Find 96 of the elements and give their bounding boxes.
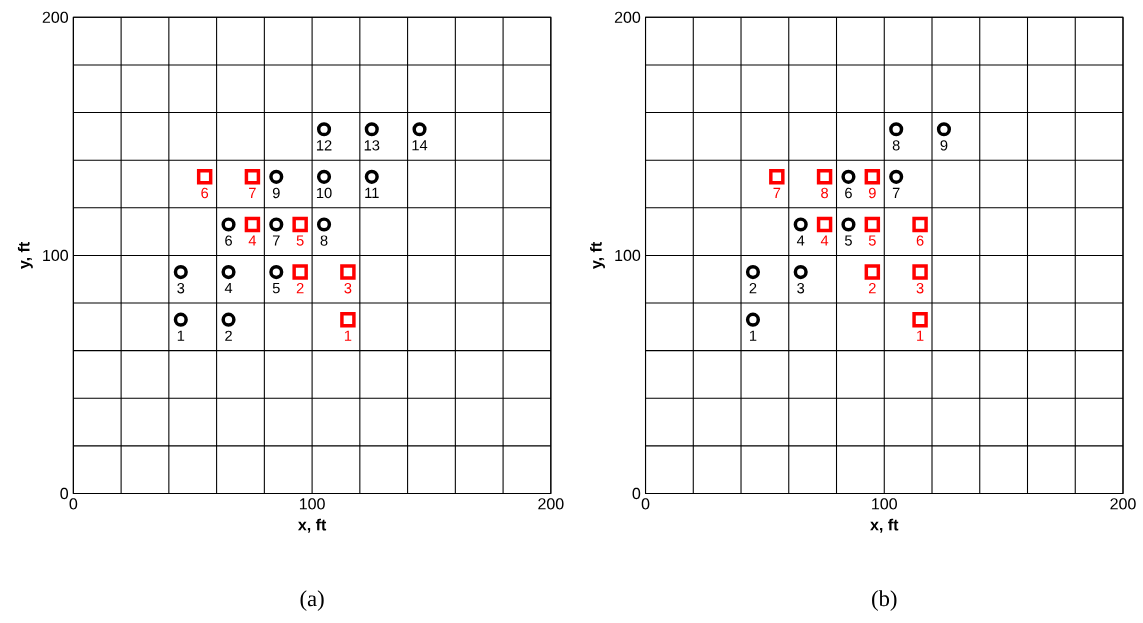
point [816, 216, 833, 233]
point [316, 122, 332, 137]
annotation: 7 [272, 235, 280, 246]
point [864, 264, 881, 280]
point [316, 169, 332, 184]
point [793, 265, 808, 280]
text: (b) [872, 590, 897, 611]
point [221, 265, 236, 280]
point [364, 122, 379, 137]
annotation: 2 [296, 283, 304, 294]
point [864, 169, 881, 185]
point [269, 169, 284, 184]
y-tick-label: 100 [43, 249, 69, 262]
x-axis-title: x, ft [870, 518, 899, 533]
point [936, 122, 952, 137]
point [912, 312, 928, 328]
annotation: 3 [916, 283, 924, 294]
point [196, 169, 213, 185]
annotation: 5 [868, 235, 876, 246]
annotation: 9 [272, 187, 280, 199]
annotation: 10 [316, 187, 332, 199]
annotation: 7 [249, 187, 256, 198]
y-tick-label: 200 [614, 11, 641, 24]
annotation: 11 [365, 187, 379, 198]
annotation: 8 [320, 235, 328, 246]
annotation: 7 [892, 187, 900, 198]
annotation: 1 [917, 330, 924, 341]
y-tick-label: 100 [615, 249, 641, 262]
y-axis-title: y, ft [17, 242, 33, 269]
point [173, 265, 188, 280]
x-tick-label: 100 [299, 498, 325, 510]
y-tick-label: 0 [60, 487, 69, 500]
x-tick-label: 200 [1110, 498, 1136, 510]
point [316, 217, 332, 232]
annotation: 4 [820, 235, 829, 246]
annotation: 1 [344, 330, 352, 341]
annotation: 3 [797, 283, 805, 294]
y-tick-label: 0 [632, 487, 641, 500]
y-tick-label: 200 [42, 11, 69, 24]
annotation: 2 [868, 283, 876, 294]
point [889, 122, 904, 137]
annotation: 9 [940, 140, 948, 151]
annotation: 1 [749, 330, 757, 341]
point [841, 217, 856, 232]
point [769, 169, 785, 185]
annotation: 5 [296, 235, 304, 246]
annotation: 6 [916, 235, 924, 246]
x-tick-label: 100 [872, 498, 897, 510]
annotation: 1 [177, 330, 185, 341]
point [340, 312, 356, 328]
text: (a) [300, 590, 324, 611]
annotation: 6 [201, 187, 209, 199]
point [912, 264, 928, 280]
point [364, 169, 379, 184]
annotation: 3 [344, 283, 352, 294]
annotation: 8 [821, 187, 829, 199]
point [412, 122, 427, 137]
annotation: 12 [316, 140, 332, 151]
point [221, 312, 236, 327]
annotation: 4 [796, 235, 805, 246]
point [841, 169, 856, 184]
annotation: 6 [225, 235, 232, 246]
point [816, 169, 833, 185]
annotation: 14 [412, 140, 428, 151]
annotation: 8 [892, 140, 900, 151]
point [793, 217, 808, 232]
point [269, 265, 284, 280]
annotation: 4 [224, 283, 233, 294]
point [173, 312, 188, 327]
point [745, 265, 761, 280]
point [864, 216, 881, 233]
x-tick-label: 0 [641, 498, 650, 510]
annotation: 5 [272, 283, 280, 294]
annotation: 2 [749, 283, 757, 294]
annotation: 7 [773, 187, 781, 198]
annotation: 4 [248, 235, 257, 246]
point [745, 312, 761, 327]
annotation: 3 [177, 283, 185, 294]
x-tick-label: 0 [69, 498, 78, 510]
point [889, 169, 904, 184]
x-tick-label: 200 [538, 498, 564, 510]
annotation: 5 [844, 235, 852, 246]
point [292, 216, 308, 233]
annotation: 6 [845, 187, 852, 199]
annotation: 2 [225, 330, 232, 341]
point [912, 216, 928, 233]
point [340, 264, 356, 280]
point [244, 216, 261, 233]
point [221, 217, 236, 232]
annotation: 9 [868, 187, 876, 199]
annotation: 13 [364, 140, 380, 151]
point [292, 264, 308, 280]
x-axis-title: x, ft [297, 518, 327, 533]
point [269, 217, 284, 232]
point [244, 169, 261, 185]
y-axis-title: y, ft [590, 242, 605, 269]
